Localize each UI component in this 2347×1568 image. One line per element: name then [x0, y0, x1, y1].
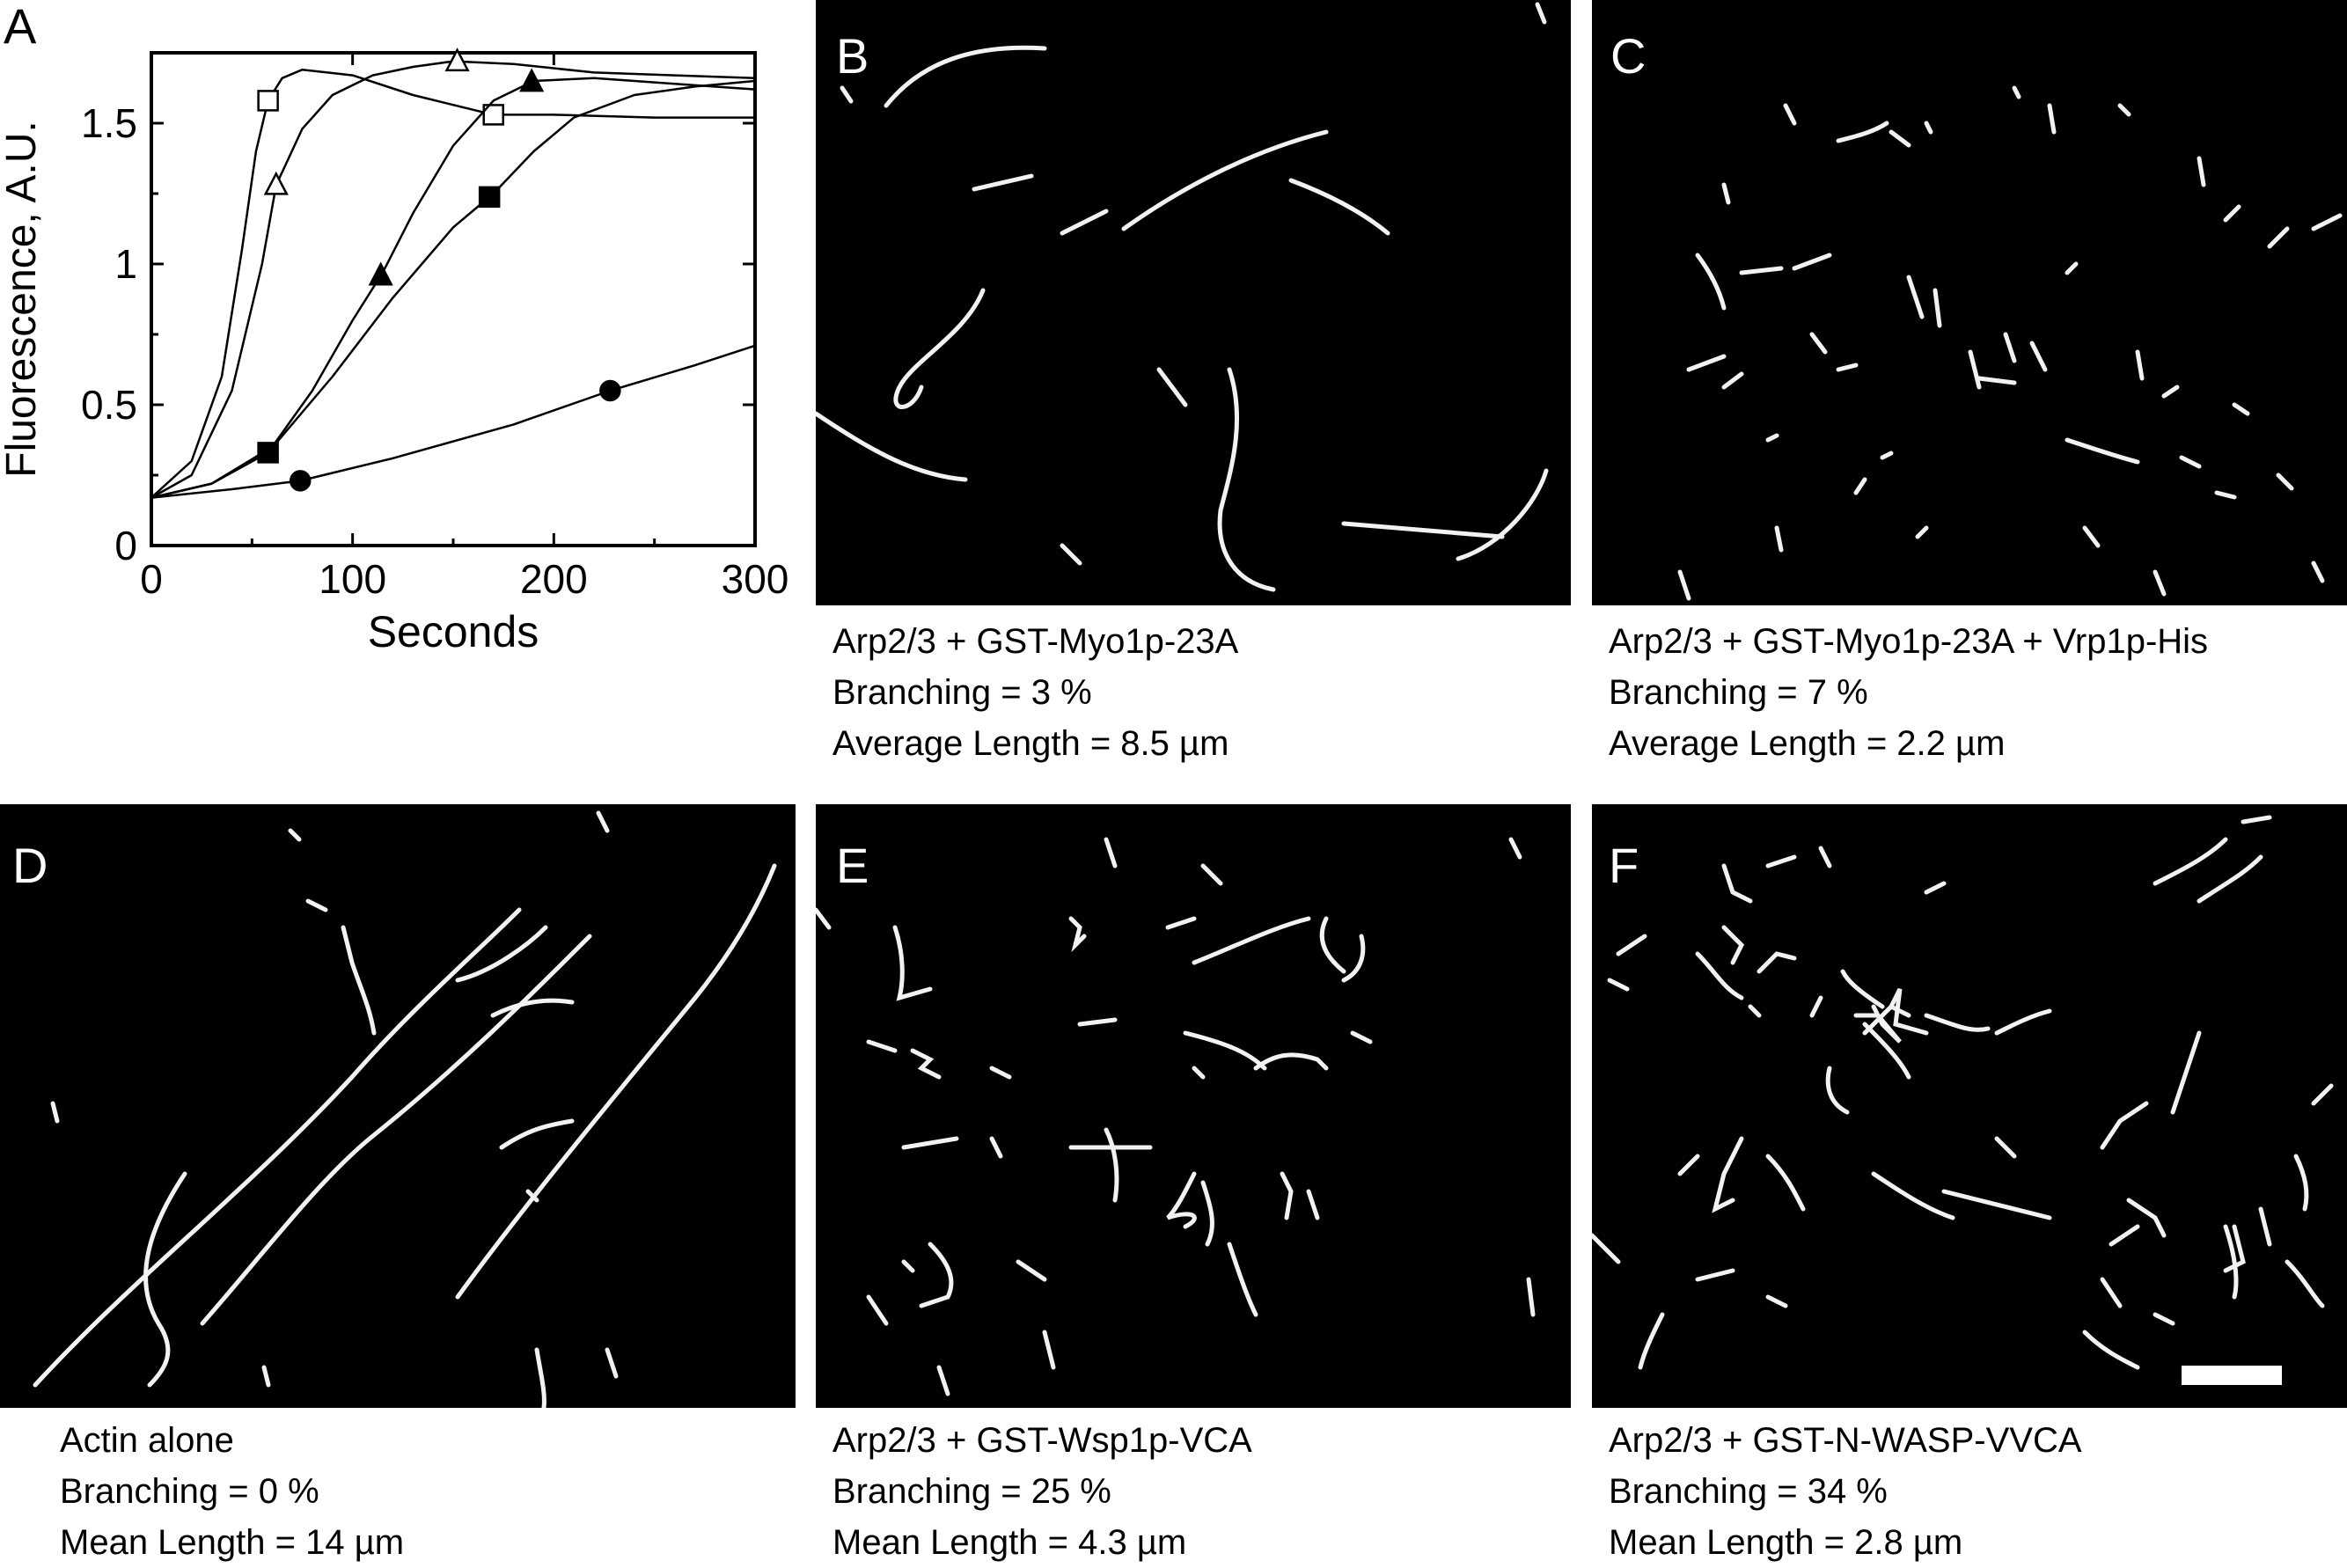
micrograph-e — [816, 804, 1571, 1408]
x-axis-label: Seconds — [368, 607, 539, 656]
panel-letter-e: E — [836, 838, 869, 893]
caption-e-condition: Arp2/3 + GST-Wsp1p-VCA — [832, 1421, 1252, 1460]
marker-filled-square — [257, 442, 279, 464]
caption-b-branching: Branching = 3 % — [832, 673, 1092, 712]
caption-d-condition: Actin alone — [60, 1421, 234, 1460]
marker-filled-circle — [289, 470, 312, 492]
series-line-open-triangle — [150, 60, 756, 499]
x-tick-label: 300 — [722, 556, 789, 602]
caption-d-length: Mean Length = 14 µm — [60, 1523, 405, 1562]
y-axis-label: Fluorescence, A.U. — [0, 121, 45, 478]
fluorescence-chart: 0 100 200 300 0 0.5 1 1.5 Seconds Fluorescence, A… — [0, 48, 789, 656]
y-tick-label: 1.5 — [81, 100, 137, 146]
marker-filled-triangle — [519, 68, 545, 92]
filament-image-d — [33, 810, 777, 1408]
caption-f: Arp2/3 + GST-N-WASP-VVCA Branching = 34 … — [1609, 1415, 2082, 1568]
panel-letter-c: C — [1610, 28, 1647, 84]
marker-open-square — [257, 90, 279, 112]
x-tick-label: 100 — [319, 556, 386, 602]
plot-frame — [150, 51, 757, 547]
caption-f-length: Mean Length = 2.8 µm — [1609, 1523, 1963, 1562]
series-line-filled-triangle — [150, 77, 756, 499]
series-line-filled-square — [150, 79, 756, 499]
panel-letter-a: A — [4, 0, 37, 54]
caption-d-branching: Branching = 0 % — [60, 1472, 319, 1511]
marker-filled-triangle — [368, 261, 393, 286]
caption-c: Arp2/3 + GST-Myo1p-23A + Vrp1p-His Branc… — [1609, 616, 2208, 769]
filament-image-f — [1592, 815, 2334, 1370]
caption-e: Arp2/3 + GST-Wsp1p-VCA Branching = 25 % … — [832, 1415, 1252, 1568]
series-line-open-square — [150, 68, 755, 499]
marker-open-square — [482, 104, 504, 126]
panel-letter-b: B — [836, 28, 869, 84]
caption-c-branching: Branching = 7 % — [1609, 673, 1868, 712]
micrograph-f — [1592, 804, 2347, 1408]
caption-b-condition: Arp2/3 + GST-Myo1p-23A — [832, 622, 1239, 661]
caption-d: Actin alone Branching = 0 % Mean Length … — [60, 1415, 404, 1568]
marker-open-triangle — [444, 48, 470, 72]
caption-c-length: Average Length = 2.2 µm — [1609, 724, 2006, 763]
series-line-filled-circle — [150, 344, 756, 499]
panel-letter-d: D — [12, 838, 48, 893]
caption-c-condition: Arp2/3 + GST-Myo1p-23A + Vrp1p-His — [1609, 622, 2209, 661]
y-tick-label: 0 — [114, 523, 137, 568]
filament-image-c — [1677, 85, 2343, 601]
caption-b-length: Average Length = 8.5 µm — [832, 724, 1229, 763]
micrograph-d — [0, 804, 796, 1408]
caption-e-length: Mean Length = 4.3 µm — [832, 1523, 1187, 1562]
filament-image-e — [816, 837, 1536, 1396]
micrograph-c — [1592, 0, 2347, 605]
scale-bar — [2182, 1366, 2282, 1385]
caption-f-condition: Arp2/3 + GST-N-WASP-VVCA — [1609, 1421, 2082, 1460]
filament-image-b — [816, 2, 1549, 592]
marker-filled-circle — [599, 379, 621, 402]
y-tick-label: 0.5 — [81, 382, 137, 428]
x-tick-label: 200 — [520, 556, 588, 602]
caption-e-branching: Branching = 25 % — [832, 1472, 1111, 1511]
marker-open-triangle — [263, 171, 289, 195]
caption-b: Arp2/3 + GST-Myo1p-23A Branching = 3 % A… — [832, 616, 1238, 769]
x-tick-label: 0 — [140, 556, 163, 602]
panel-letter-f: F — [1609, 838, 1639, 893]
micrograph-b — [816, 0, 1571, 605]
marker-filled-square — [478, 186, 501, 209]
y-tick-label: 1 — [114, 241, 137, 287]
caption-f-branching: Branching = 34 % — [1609, 1472, 1888, 1511]
